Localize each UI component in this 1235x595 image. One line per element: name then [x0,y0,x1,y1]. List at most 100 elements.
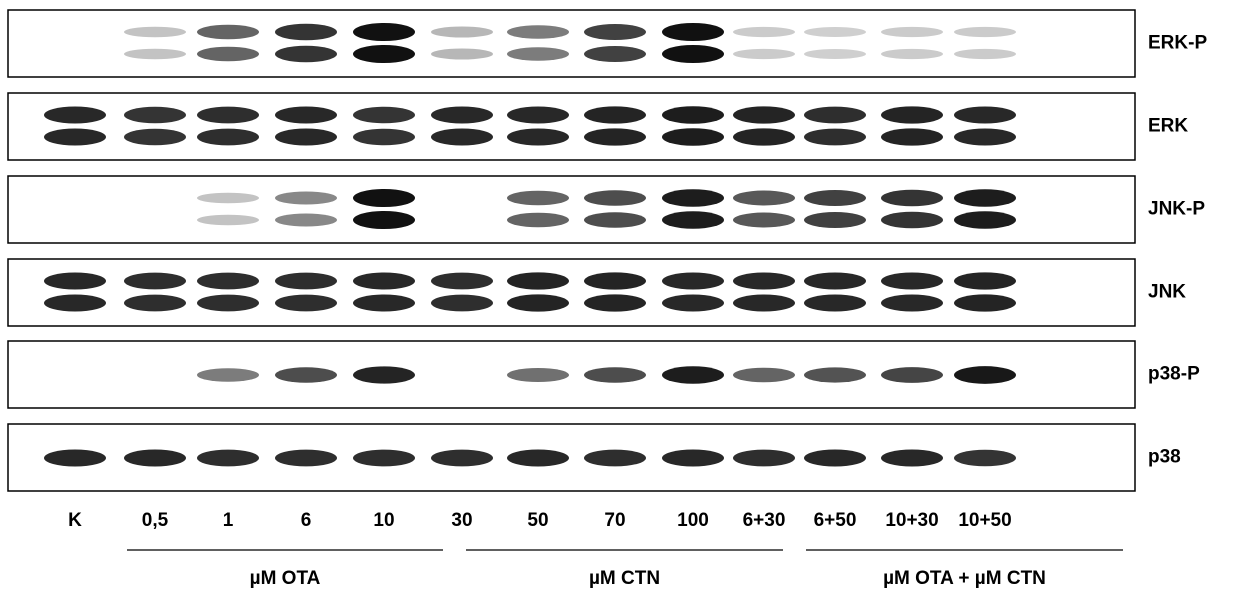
blot-panel [7,175,1136,244]
band [124,106,186,124]
band [275,106,337,124]
band [954,189,1016,207]
blot-panel [7,92,1136,161]
band [881,294,943,312]
band [881,449,943,467]
band [507,128,569,146]
lane-label: 30 [451,510,472,531]
lane-label: 100 [677,510,709,531]
panel-label: JNK [1148,282,1186,303]
band [954,294,1016,312]
band [881,48,943,60]
band [804,367,866,383]
lane-label: 70 [604,510,625,531]
band [881,272,943,290]
panel-label: ERK [1148,116,1188,137]
band [584,106,646,124]
panel-label: JNK-P [1148,199,1205,220]
band [804,128,866,146]
band [353,128,415,146]
band [662,23,724,41]
band [507,294,569,312]
band [124,272,186,290]
band [431,449,493,467]
band [507,449,569,467]
band [431,128,493,146]
band [954,128,1016,146]
band [584,449,646,467]
band [881,189,943,207]
band [507,190,569,206]
band [275,294,337,312]
band [124,449,186,467]
blot-panel [7,423,1136,492]
band [353,211,415,229]
band [275,191,337,205]
band [353,189,415,207]
lane-label: 6+50 [814,510,857,531]
blot-panel [7,9,1136,78]
band [584,294,646,312]
lane-label: 10 [373,510,394,531]
band [507,368,569,382]
band [275,23,337,41]
band [804,272,866,290]
band [733,449,795,467]
band [584,24,646,40]
lane-label: 1 [223,510,234,531]
band [733,26,795,38]
band [275,45,337,63]
band [197,128,259,146]
band [124,128,186,146]
panel-label: ERK-P [1148,33,1207,54]
band [804,27,866,37]
band [954,106,1016,124]
band [431,26,493,38]
band [353,294,415,312]
band [197,46,259,62]
band [662,272,724,290]
band [954,211,1016,229]
band [881,211,943,229]
band [197,214,259,226]
band [881,367,943,383]
band [353,106,415,124]
band [124,48,186,60]
band [584,212,646,228]
band [353,45,415,63]
band [124,26,186,38]
band [507,25,569,39]
band [804,49,866,59]
blot-panel [7,340,1136,409]
band [733,367,795,383]
band [662,106,724,124]
band [353,272,415,290]
band [353,449,415,467]
band [954,449,1016,467]
lane-label: 10+30 [885,510,938,531]
band [507,212,569,228]
band [804,190,866,206]
band [584,272,646,290]
band [353,23,415,41]
band [507,47,569,61]
band [733,48,795,60]
band [662,366,724,384]
band [881,26,943,38]
band [124,294,186,312]
band [44,272,106,290]
band [584,128,646,146]
band [275,272,337,290]
band [881,106,943,124]
band [275,367,337,383]
band [662,211,724,229]
band [431,272,493,290]
band [954,48,1016,60]
lane-label: 6+30 [743,510,786,531]
band [275,213,337,227]
lane-label: 0,5 [142,510,169,531]
band [804,212,866,228]
band [804,449,866,467]
band [431,48,493,60]
